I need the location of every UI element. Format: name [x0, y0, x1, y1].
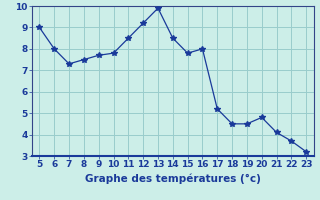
X-axis label: Graphe des températures (°c): Graphe des températures (°c) — [85, 173, 261, 184]
